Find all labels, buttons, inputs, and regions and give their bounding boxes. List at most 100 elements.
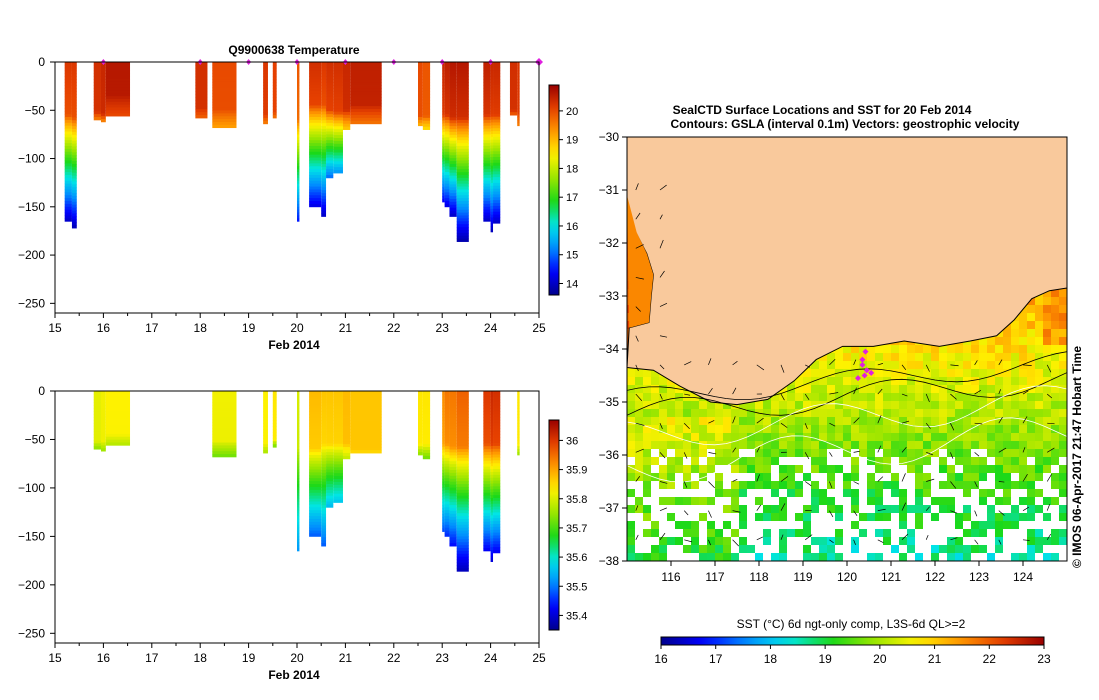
profile-cell bbox=[350, 82, 382, 86]
profile-cell bbox=[309, 195, 322, 199]
profile-cell bbox=[483, 402, 491, 406]
sst-cell bbox=[1051, 401, 1059, 409]
profile-cell bbox=[333, 126, 343, 130]
sst-cell bbox=[963, 529, 971, 537]
profile-cell bbox=[333, 414, 343, 418]
lat-tick-label: −30 bbox=[599, 130, 620, 144]
profile-cell bbox=[321, 187, 327, 191]
profile-cell bbox=[449, 146, 457, 150]
sst-cell bbox=[915, 409, 923, 417]
profile-cell bbox=[350, 402, 382, 407]
sst-cell bbox=[907, 385, 915, 393]
sst-cell bbox=[835, 393, 843, 401]
sst-cell bbox=[1003, 425, 1011, 433]
temperature-panel: Q9900638 Temperature 0−50−100−150−200−25… bbox=[18, 43, 578, 352]
sst-cell bbox=[699, 545, 707, 553]
sst-cell bbox=[651, 545, 659, 553]
profile-cell bbox=[444, 428, 450, 433]
profile-cell bbox=[483, 76, 491, 80]
sst-colorbar-tick-label: 16 bbox=[654, 652, 668, 666]
sst-cell bbox=[963, 345, 971, 353]
profile-cell bbox=[483, 108, 491, 112]
sst-cell bbox=[803, 425, 811, 433]
profile-cell bbox=[444, 67, 450, 72]
sst-cell bbox=[899, 425, 907, 433]
velocity-vector bbox=[804, 423, 808, 430]
sst-cell bbox=[739, 521, 747, 529]
profile-cell bbox=[449, 481, 457, 486]
velocity-vector bbox=[635, 448, 644, 453]
sst-cell bbox=[1027, 377, 1035, 385]
profile-cell bbox=[442, 513, 445, 518]
profile-cell bbox=[263, 429, 268, 433]
profile-cell bbox=[517, 393, 520, 398]
profile-cell bbox=[212, 411, 237, 415]
sst-cell bbox=[795, 401, 803, 409]
profile-cell bbox=[71, 163, 77, 168]
sst-cell bbox=[691, 449, 699, 457]
profile-cell bbox=[297, 446, 300, 450]
sst-cell bbox=[755, 481, 763, 489]
profile-cell bbox=[449, 85, 457, 89]
sst-cell bbox=[715, 457, 723, 465]
velocity-vector bbox=[853, 481, 860, 485]
profile-cell bbox=[456, 545, 469, 549]
sst-cell bbox=[899, 433, 907, 441]
profile-cell bbox=[483, 143, 491, 147]
profile-cell bbox=[449, 502, 457, 506]
profile-cell bbox=[212, 445, 237, 449]
profile-cell bbox=[105, 419, 131, 423]
sst-cell bbox=[1003, 513, 1011, 521]
sst-cell bbox=[923, 433, 931, 441]
sst-cell bbox=[771, 505, 779, 513]
profile-cell bbox=[326, 486, 334, 491]
profile-cell bbox=[272, 393, 277, 398]
profile-cell bbox=[212, 419, 237, 423]
profile-cell bbox=[64, 99, 72, 103]
sst-cell bbox=[971, 393, 979, 401]
profile-cell bbox=[326, 163, 334, 167]
profile-cell bbox=[297, 148, 300, 153]
sst-cell bbox=[963, 417, 971, 425]
velocity-vector bbox=[829, 392, 839, 395]
sst-cell bbox=[699, 473, 707, 481]
profile-cell bbox=[422, 88, 431, 92]
sst-cell bbox=[899, 521, 907, 529]
profile-cell bbox=[350, 393, 382, 398]
sst-cell bbox=[739, 425, 747, 433]
profile-cell bbox=[272, 76, 277, 81]
sst-cell bbox=[763, 449, 771, 457]
profile-cell bbox=[483, 414, 491, 418]
sst-cell bbox=[1043, 465, 1051, 473]
sst-cell bbox=[875, 497, 883, 505]
profile-cell bbox=[483, 99, 491, 103]
sst-cell bbox=[1027, 401, 1035, 409]
profile-cell bbox=[309, 507, 322, 511]
sst-cell bbox=[1027, 425, 1035, 433]
profile-cell bbox=[456, 114, 469, 118]
profile-cell bbox=[456, 218, 469, 222]
profile-cell bbox=[456, 504, 469, 508]
sst-cell bbox=[771, 449, 779, 457]
sst-cell bbox=[851, 505, 859, 513]
profile-cell bbox=[418, 99, 423, 103]
profile-cell bbox=[71, 99, 77, 104]
sst-cell bbox=[699, 409, 707, 417]
sst-cell bbox=[1035, 337, 1043, 345]
profile-cell bbox=[493, 87, 501, 92]
velocity-vector bbox=[901, 533, 909, 541]
profile-cell bbox=[212, 442, 237, 446]
profile-cell bbox=[483, 157, 491, 161]
sst-cell bbox=[1051, 321, 1059, 329]
sst-cell bbox=[707, 433, 715, 441]
profile-cell bbox=[483, 449, 491, 453]
profile-cell bbox=[449, 82, 457, 86]
sst-colorbar-tick-label: 23 bbox=[1037, 652, 1051, 666]
profile-cell bbox=[350, 414, 382, 418]
sst-cell bbox=[995, 457, 1003, 465]
sst-cell bbox=[851, 441, 859, 449]
profile-cell bbox=[297, 172, 300, 176]
profile-cell bbox=[350, 106, 382, 110]
profile-cell bbox=[483, 495, 491, 499]
profile-cell bbox=[309, 481, 322, 485]
